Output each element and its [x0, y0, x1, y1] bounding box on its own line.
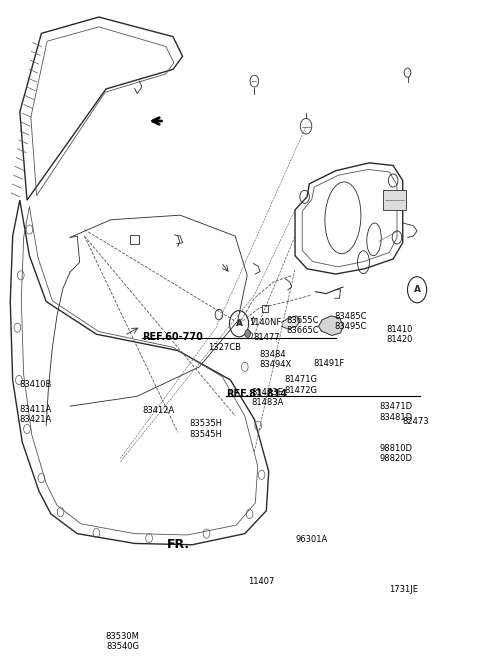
Text: A: A	[236, 319, 242, 328]
Text: A: A	[414, 285, 420, 294]
Text: 83655C
83665C: 83655C 83665C	[287, 316, 319, 335]
Text: 83535H
83545H: 83535H 83545H	[190, 419, 223, 439]
Bar	[130, 235, 139, 244]
Text: 82473: 82473	[403, 417, 429, 426]
Text: 81471G
81472G: 81471G 81472G	[285, 375, 317, 395]
Text: 83485C
83495C: 83485C 83495C	[334, 312, 367, 331]
Text: 98810D
98820D: 98810D 98820D	[380, 444, 413, 463]
Text: 81477: 81477	[253, 333, 279, 342]
Text: REF.60-770: REF.60-770	[142, 332, 203, 342]
Text: 83410B: 83410B	[20, 380, 52, 389]
Text: 83484
83494X: 83484 83494X	[259, 350, 291, 369]
Text: 1327CB: 1327CB	[208, 344, 241, 352]
Text: 83411A
83421A: 83411A 83421A	[20, 405, 52, 424]
Text: 96301A: 96301A	[296, 535, 328, 544]
Polygon shape	[282, 316, 300, 329]
Text: 81491F: 81491F	[313, 359, 345, 368]
Text: 11407: 11407	[248, 578, 274, 587]
Text: 83471D
83481D: 83471D 83481D	[380, 402, 413, 422]
Circle shape	[245, 330, 251, 338]
Text: 1140NF: 1140NF	[249, 319, 281, 327]
Polygon shape	[319, 316, 343, 336]
Bar	[383, 191, 406, 210]
Text: 83412A: 83412A	[142, 406, 174, 415]
Text: 81473E
81483A: 81473E 81483A	[251, 388, 283, 407]
Text: 83530M
83540G: 83530M 83540G	[106, 632, 140, 651]
Text: FR.: FR.	[167, 538, 191, 551]
Text: 81410
81420: 81410 81420	[386, 325, 412, 344]
Text: REF.81-814: REF.81-814	[226, 389, 287, 399]
Text: 1731JE: 1731JE	[389, 585, 419, 595]
